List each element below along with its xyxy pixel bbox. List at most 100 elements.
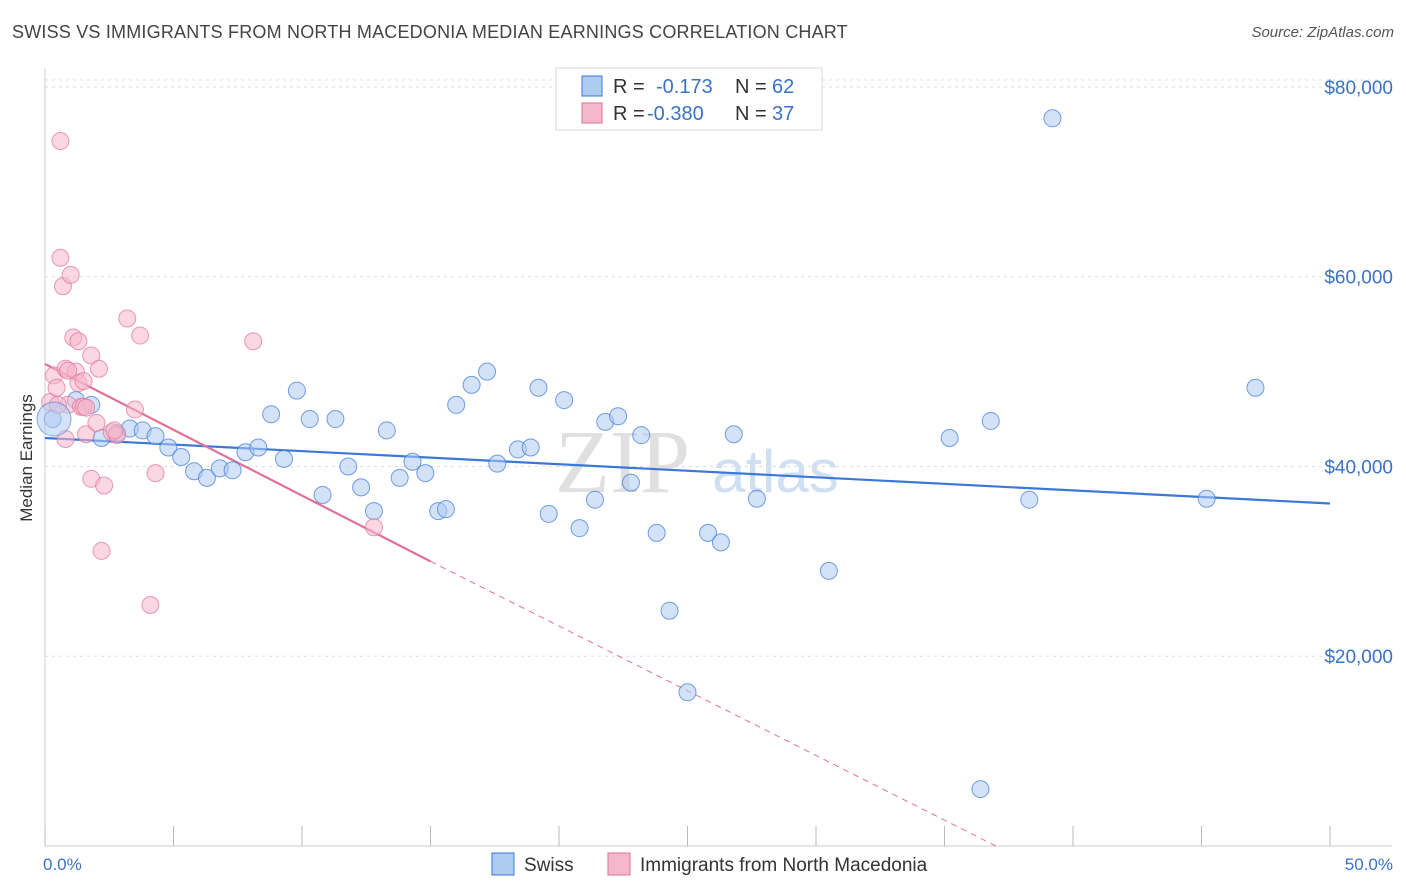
legend-mac-r-value: -0.380 (647, 103, 704, 125)
mac-point-3 (51, 248, 70, 267)
swiss-point-41 (585, 490, 604, 509)
mac-point-31 (244, 332, 263, 351)
swiss-point-cluster (36, 401, 72, 437)
swiss-point-55 (971, 780, 990, 799)
swiss-point-25 (377, 421, 396, 440)
swiss-point-49 (699, 523, 718, 542)
swiss-point-56 (981, 411, 1000, 430)
x-tick-label-max: 50.0% (1345, 855, 1393, 874)
swiss-point-45 (632, 426, 651, 445)
mac-point-27 (125, 400, 144, 419)
legend-swatch-mac (581, 102, 603, 124)
watermark-zip: ZIP (555, 413, 690, 512)
swiss-point-26 (390, 468, 409, 487)
legend-swiss-n-label: N = (735, 76, 767, 98)
swiss-point-46 (647, 523, 666, 542)
swiss-point-54 (940, 429, 959, 448)
y-axis-label: Median Earnings (17, 394, 36, 522)
swiss-point-20 (313, 485, 332, 504)
swiss-point-15 (249, 438, 268, 457)
swiss-point-58 (1043, 109, 1062, 128)
swiss-point-32 (462, 375, 481, 394)
y-tick-label-80000: $80,000 (1324, 78, 1393, 99)
swiss-point-31 (447, 395, 466, 414)
swiss-point-8 (159, 438, 178, 457)
mac-point-9 (61, 265, 80, 284)
swiss-point-40 (570, 519, 589, 538)
y-tick-labels: $20,000 $40,000 $60,000 $80,000 (1324, 78, 1393, 668)
swiss-point-18 (287, 381, 306, 400)
legend-swiss-r-value: -0.173 (656, 76, 713, 98)
data-points (36, 109, 1265, 799)
mac-point-15 (74, 372, 93, 391)
swiss-point-13 (223, 461, 242, 480)
swiss-point-16 (262, 405, 281, 424)
legend-mac-n-label: N = (735, 103, 767, 125)
swiss-point-34 (488, 454, 507, 473)
legend-swiss-r-label: R = (613, 76, 645, 98)
mac-point-21 (89, 359, 108, 378)
swiss-point-9 (172, 448, 191, 466)
swiss-point-27 (403, 452, 422, 471)
x-tick-marks (44, 826, 1331, 846)
series-legend-mac: Immigrants from North Macedonia (640, 855, 928, 876)
swiss-point-7 (146, 427, 165, 446)
y-tick-label-40000: $40,000 (1324, 457, 1393, 478)
swiss-point-11 (197, 468, 216, 487)
swiss-point-52 (747, 489, 766, 508)
swiss-point-39 (555, 391, 574, 410)
mac-point-4 (51, 132, 70, 151)
swiss-point-24 (364, 502, 383, 521)
mac-point-12 (69, 332, 88, 351)
chart-title: SWISS VS IMMIGRANTS FROM NORTH MACEDONIA… (12, 22, 848, 42)
legend-mac-r-label: R = (613, 103, 645, 125)
legend-swiss-n-value: 62 (772, 76, 794, 98)
swiss-point-44 (621, 473, 640, 492)
swiss-point-33 (478, 362, 497, 381)
mac-point-23 (95, 476, 114, 495)
swiss-point-17 (275, 449, 294, 468)
swiss-point-51 (724, 425, 743, 444)
y-tick-label-20000: $20,000 (1324, 647, 1393, 668)
mac-point-26 (118, 309, 137, 328)
mac-point-2 (47, 378, 66, 397)
watermark-atlas: atlas (712, 438, 839, 505)
swiss-point-38 (539, 504, 558, 523)
swiss-point-37 (529, 378, 548, 397)
mac-point-34 (59, 361, 78, 380)
mac-point-36 (105, 421, 124, 440)
series-legend-swatch-swiss (491, 852, 515, 876)
mac-point-22 (92, 541, 111, 560)
swiss-point-59 (1197, 489, 1216, 508)
mac-point-28 (131, 326, 150, 345)
source-label: Source: ZipAtlas.com (1251, 24, 1394, 41)
series-legend-swiss: Swiss (524, 855, 574, 876)
y-tick-label-60000: $60,000 (1324, 268, 1393, 289)
gridlines (45, 79, 1392, 657)
mac-point-18 (82, 346, 101, 365)
swiss-point-60 (1246, 378, 1265, 397)
swiss-point-30 (436, 500, 455, 519)
mac-point-17 (77, 425, 96, 444)
swiss-point-47 (660, 601, 679, 620)
legend-mac-n-value: 37 (772, 103, 794, 125)
mac-point-35 (77, 398, 96, 417)
legend-swatch-swiss (581, 75, 603, 97)
swiss-point-23 (352, 478, 371, 497)
swiss-point-36 (521, 438, 540, 457)
swiss-point-22 (339, 457, 358, 476)
swiss-point-50 (711, 533, 730, 552)
swiss-point-43 (609, 407, 628, 426)
series-legend: Swiss Immigrants from North Macedonia (491, 852, 928, 876)
swiss-point-28 (416, 464, 435, 483)
mac-point-29 (141, 596, 160, 615)
swiss-point-53 (819, 561, 838, 580)
x-tick-label-min: 0.0% (43, 855, 82, 874)
mac-point-20 (87, 413, 106, 432)
trend-line-2 (430, 560, 997, 847)
swiss-point-21 (326, 410, 345, 429)
series-legend-swatch-mac (607, 852, 631, 876)
mac-point-32 (364, 518, 383, 537)
swiss-point-57 (1020, 490, 1039, 509)
